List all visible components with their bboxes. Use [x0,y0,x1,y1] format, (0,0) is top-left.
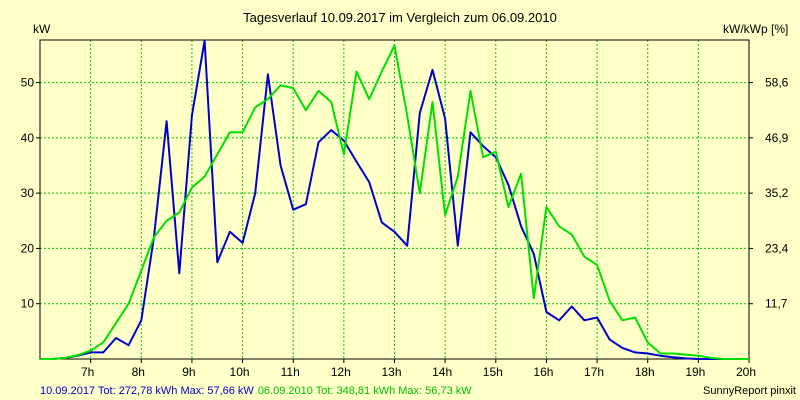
x-tick-label: 14h [432,365,452,379]
footer-series-1: 10.09.2017 Tot: 272,78 kWh Max: 57,66 kW [40,385,254,397]
x-tick-label: 16h [533,365,553,379]
x-tick-label: 12h [331,365,351,379]
footer-summary: 10.09.2017 Tot: 272,78 kWh Max: 57,66 kW… [40,385,472,397]
x-tick-label: 19h [685,365,705,379]
axis-ticks: 7h 8h 9h 10h 11h 12h 13h 14h 15h 16h 17h 18h 19h 20h 1… [21,76,789,379]
plot-area [39,39,750,360]
series-layer [40,39,749,360]
x-tick-label: 13h [381,365,401,379]
x-tick-label: 7h [81,365,94,379]
y-right-tick-label: 23,4 [765,241,789,255]
y-right-tick-label: 46,9 [765,131,789,145]
y-left-tick-label: 10 [21,297,35,311]
x-tick-label: 9h [182,365,195,379]
y-left-tick-label: 30 [21,186,35,200]
series-line-1 [40,39,749,360]
footer-series-2: 06.09.2010 Tot: 348,81 kWh Max: 56,73 kW [258,385,472,397]
series-line-2 [40,44,749,360]
x-tick-label: 10h [230,365,250,379]
x-tick-label: 18h [635,365,655,379]
y-right-tick-label: 58,6 [765,76,789,90]
y-left-tick-label: 50 [21,76,35,90]
y-right-tick-label: 35,2 [765,186,789,200]
x-tick-label: 20h [736,365,756,379]
footer-credit: SunnyReport pinxit [703,385,796,397]
grid [40,40,750,359]
y-axis-right-label: kW/kWp [%] [723,22,788,36]
x-tick-label: 17h [584,365,604,379]
x-tick-label: 15h [483,365,503,379]
x-tick-label: 8h [132,365,145,379]
x-tick-label: 11h [281,365,300,379]
y-right-tick-label: 11,7 [765,297,788,311]
y-left-tick-label: 40 [21,131,35,145]
y-axis-left-label: kW [33,22,51,36]
y-left-tick-label: 20 [21,241,35,255]
chart-title: Tagesverlauf 10.09.2017 im Vergleich zum… [243,10,557,25]
